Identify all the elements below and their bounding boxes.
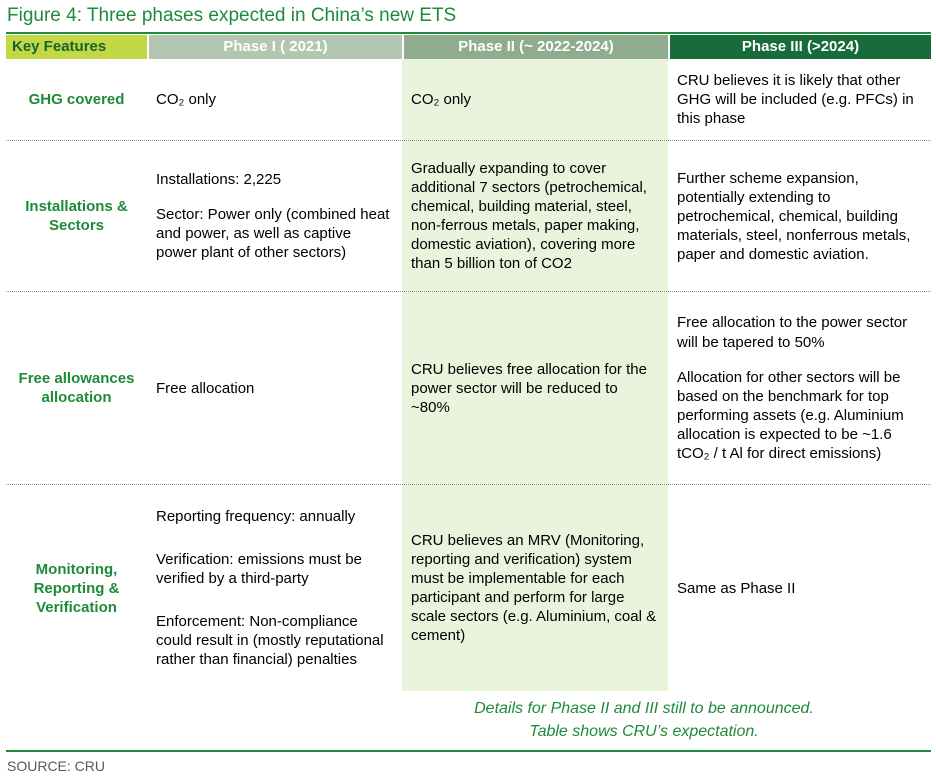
cell-phase1: Installations: 2,225 Sector: Power only …	[147, 141, 402, 291]
col-header-phase1: Phase I ( 2021)	[147, 35, 402, 59]
source-credit: SOURCE: CRU	[7, 757, 106, 774]
col-header-key-features: Key Features	[6, 35, 147, 59]
cell-paragraph: Allocation for other sectors will be bas…	[677, 368, 904, 462]
ets-phases-table: Key Features Phase I ( 2021) Phase II (~…	[6, 35, 931, 692]
row-label: GHG covered	[28, 91, 125, 109]
cell-paragraph: Verification: emissions must be verified…	[156, 551, 362, 588]
cell-paragraph: Reporting frequency: annually	[156, 508, 356, 525]
cell-phase2: CRU believes an MRV (Monitoring, reporti…	[402, 485, 668, 692]
row-label: Free allowances allocation	[18, 370, 135, 407]
footnote-line: Details for Phase II and III still to be…	[474, 700, 814, 718]
figure-title: Figure 4: Three phases expected in China…	[6, 2, 931, 34]
table-row-free-allowances: Free allowances allocation Free allocati…	[6, 291, 931, 485]
cell-phase1: CO₂ only	[147, 59, 402, 140]
cell-paragraph: CRU believes it is likely that other GHG…	[677, 72, 914, 128]
cell-paragraph: CRU believes free allocation for the pow…	[411, 360, 647, 416]
cell-paragraph: Further scheme expansion, potentially ex…	[677, 169, 911, 263]
row-label: Installations & Sectors	[25, 198, 128, 235]
table-row-monitoring-reporting-verification: Monitoring, Reporting & Verification Rep…	[6, 484, 931, 692]
bottom-rule	[6, 749, 931, 752]
cell-paragraph: Free allocation to the power sector will…	[677, 314, 908, 351]
col-header-phase2: Phase II (~ 2022-2024)	[402, 35, 668, 59]
table-row-installations-sectors: Installations & Sectors Installations: 2…	[6, 140, 931, 292]
cell-paragraph: Same as Phase II	[677, 579, 796, 597]
cell-phase3: Same as Phase II	[668, 485, 931, 691]
table-footnote: Details for Phase II and III still to be…	[351, 697, 936, 743]
cell-paragraph: Installations: 2,225	[156, 171, 282, 189]
cell-paragraph: CO₂ only	[411, 91, 472, 109]
cell-paragraph: CO₂ only	[156, 91, 217, 109]
cell-paragraph: CRU believes an MRV (Monitoring, reporti…	[411, 532, 657, 645]
cell-paragraph: Free allocation	[156, 379, 255, 397]
cell-phase3: Further scheme expansion, potentially ex…	[668, 141, 931, 291]
cell-phase2: Gradually expanding to cover additional …	[402, 141, 668, 292]
cell-phase3: CRU believes it is likely that other GHG…	[668, 59, 931, 140]
col-header-phase3: Phase III (>2024)	[668, 35, 931, 59]
cell-paragraph: Gradually expanding to cover additional …	[411, 160, 647, 273]
cell-phase2: CRU believes free allocation for the pow…	[402, 292, 668, 485]
footnote-line: Table shows CRU’s expectation.	[529, 723, 759, 741]
table-row-ghg-covered: GHG covered CO₂ only CO₂ only CRU believ…	[6, 59, 931, 141]
cell-paragraph: Enforcement: Non-compliance could result…	[156, 613, 384, 669]
cell-phase1: Reporting frequency: annually Verificati…	[147, 485, 402, 691]
row-label: Monitoring, Reporting & Verification	[33, 560, 120, 616]
cell-phase2: CO₂ only	[402, 59, 668, 141]
cell-phase3: Free allocation to the power sector will…	[668, 292, 931, 484]
table-header-row: Key Features Phase I ( 2021) Phase II (~…	[6, 35, 931, 59]
cell-phase1: Free allocation	[147, 292, 402, 484]
cell-paragraph: Sector: Power only (combined heat and po…	[156, 206, 390, 262]
